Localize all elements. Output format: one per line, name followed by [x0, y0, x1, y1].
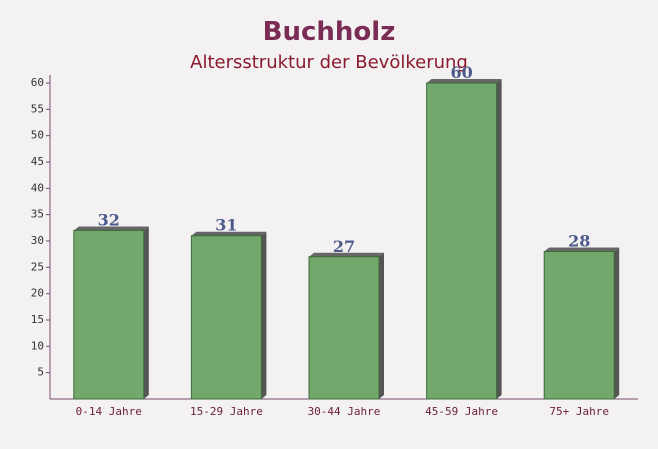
- bar: [190, 235, 262, 400]
- x-tick-label: 0-14 Jahre: [76, 405, 142, 418]
- y-tick-label: 45: [31, 155, 44, 168]
- x-tick-label: 15-29 Jahre: [190, 405, 263, 418]
- x-tick-label: 30-44 Jahre: [308, 405, 381, 418]
- bar-shadow: [496, 79, 502, 399]
- value-label: 32: [98, 210, 120, 229]
- bar-shadow: [544, 247, 620, 252]
- y-tick-label: 50: [31, 129, 44, 142]
- y-tick-label: 40: [31, 181, 44, 194]
- bar: [543, 251, 615, 400]
- bar-shadow: [426, 79, 502, 83]
- y-tick-label: 10: [31, 339, 44, 352]
- bar: [73, 229, 145, 400]
- bar-shadow: [614, 247, 620, 399]
- x-tick-label: 45-59 Jahre: [425, 405, 498, 418]
- x-tick-label: 75+ Jahre: [549, 405, 609, 418]
- y-tick-label: 30: [31, 234, 44, 247]
- bar-shadow: [379, 252, 384, 399]
- bar: [308, 256, 380, 400]
- bar-shadow: [191, 231, 267, 236]
- chart-subtitle: Altersstruktur der Bevölkerung: [190, 52, 468, 73]
- bar-shadow: [309, 252, 384, 257]
- value-label: 31: [215, 216, 237, 235]
- value-label: 60: [450, 63, 472, 82]
- bar-shadow: [261, 231, 267, 399]
- y-tick-label: 15: [31, 313, 44, 326]
- bar-shadow: [143, 226, 149, 399]
- y-tick-label: 60: [31, 76, 44, 89]
- value-label: 27: [333, 237, 355, 256]
- value-label: 28: [568, 232, 590, 251]
- y-tick-label: 5: [37, 366, 44, 379]
- chart-title: Buchholz: [263, 17, 396, 47]
- bar-shadow: [73, 226, 149, 231]
- y-tick-label: 20: [31, 287, 44, 300]
- y-tick-label: 55: [31, 102, 44, 115]
- y-tick-label: 25: [31, 260, 44, 273]
- bar: [426, 82, 498, 400]
- y-tick-label: 35: [31, 208, 44, 221]
